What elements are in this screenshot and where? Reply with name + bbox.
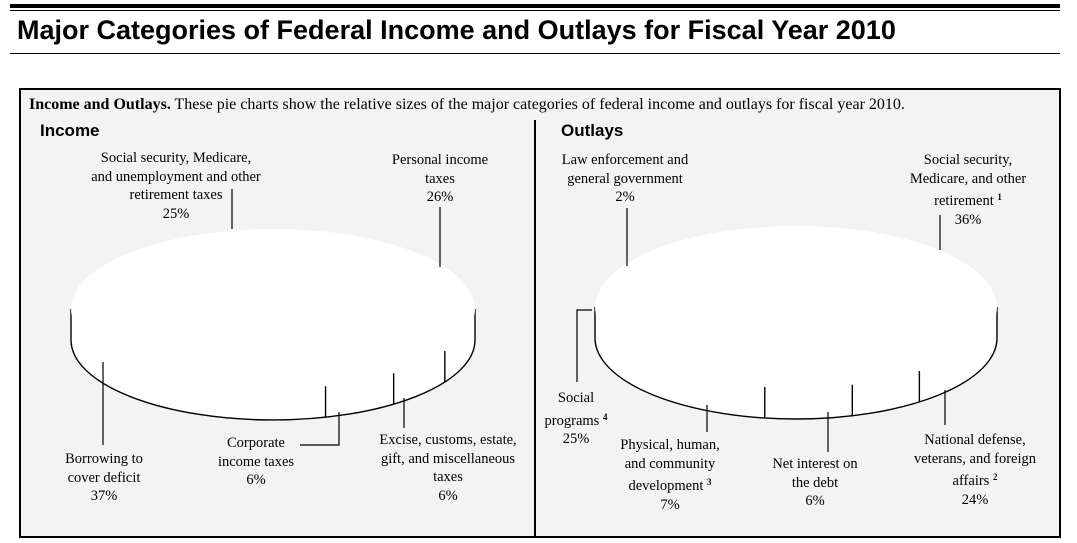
label-outlays-defense: National defense, veterans, and foreign … (914, 432, 1036, 508)
label-outlays-law: Law enforcement and general government 2… (561, 152, 689, 205)
income-slice-corporate-income-taxes (273, 309, 394, 387)
outlays-bottom-rim (594, 337, 998, 420)
outlays-slice-physical-human-and-community-development (764, 307, 853, 388)
outlays-slice-law-enforcement-and-general-government (597, 284, 796, 307)
label-income-excise: Excise, customs, estate, gift, and misce… (379, 432, 517, 504)
top-rule-thick (10, 4, 1060, 8)
label-income-borrowing: Borrowing to cover deficit 37% (65, 451, 143, 504)
income-slice-excise-customs-estate-gift-and-miscellaneous-taxes (273, 309, 445, 374)
label-outlays-interest: Net interest on the debt 6% (772, 456, 858, 509)
outlays-slice-national-defense-veterans-and-foreign-affairs (796, 261, 997, 371)
label-income-ssm: Social security, Medicare, and unemploym… (91, 150, 261, 222)
leader-outlays-social (576, 309, 592, 382)
income-pie (70, 228, 476, 421)
label-outlays-social: Social programs 4 25% (544, 390, 608, 447)
income-bottom-rim (70, 339, 476, 421)
income-slice-social-security-medicare-and-unemployment-and-other-retirement-taxes (94, 228, 369, 309)
outlays-slice-social-programs (594, 294, 796, 388)
income-slice-borrowing-to-cover-deficit (71, 271, 326, 389)
caption-bold: Income and Outlays. (29, 96, 171, 113)
label-outlays-ssm: Social security, Medicare, and other ret… (909, 152, 1027, 228)
leader-income-corporate (300, 412, 340, 446)
outlays-title: Outlays (561, 121, 624, 140)
outlays-side-fill (595, 307, 997, 419)
income-slice-personal-income-taxes (273, 238, 476, 352)
chart-caption: Income and Outlays. These pie charts sho… (29, 96, 1054, 114)
label-income-personal: Personal income taxes 26% (391, 152, 489, 205)
title-underline (10, 53, 1060, 54)
income-side-fill (71, 309, 475, 420)
caption-text: These pie charts show the relative sizes… (170, 96, 905, 113)
label-income-corporate: Corporate income taxes 6% (217, 435, 295, 488)
label-leader-lines (102, 189, 946, 452)
top-rule-thin (10, 10, 1060, 11)
panel-divider (534, 120, 536, 537)
outlays-pie (594, 226, 998, 420)
income-title: Income (40, 121, 100, 140)
outlays-slice-net-interest-on-the-debt (796, 307, 920, 385)
label-outlays-physical: Physical, human, and community developme… (620, 437, 720, 513)
outlays-slice-social-security-medicare-and-other-retirement (602, 226, 963, 307)
page-title: Major Categories of Federal Income and O… (17, 15, 896, 45)
